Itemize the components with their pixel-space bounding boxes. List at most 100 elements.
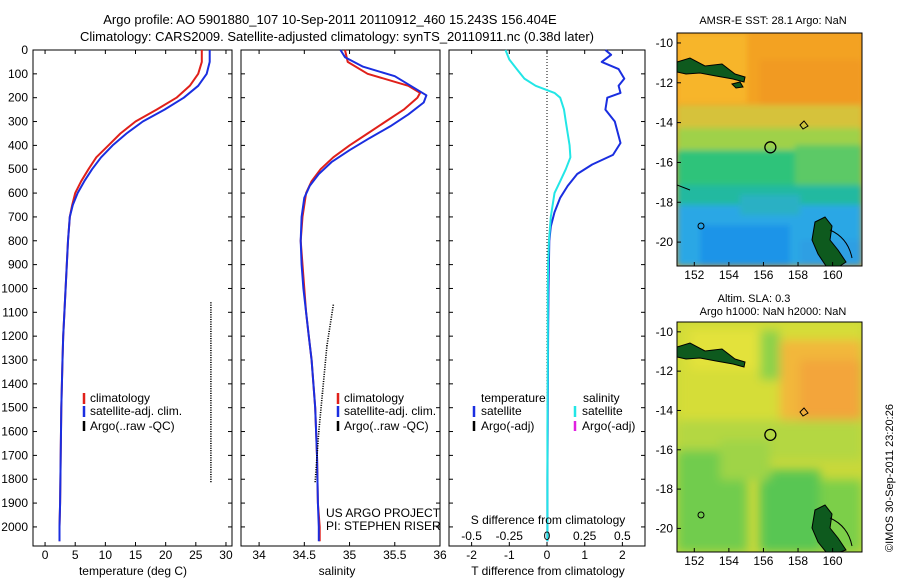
map-x-tick-label: 156 (753, 268, 773, 282)
argo-data-point (315, 469, 317, 471)
argo-data-point (210, 402, 212, 404)
legend-argo-label: Argo(..raw -QC) (90, 419, 175, 433)
argo-data-point (326, 342, 329, 344)
legend-sal-satellite-label: satellite (582, 404, 623, 418)
argo-data-point (327, 335, 330, 337)
argo-data-point (210, 447, 212, 449)
x-tick-label: -1 (504, 548, 515, 562)
map-x-tick-label: 160 (823, 554, 843, 568)
salinity-legend: climatology satellite-adj. clim. Argo(..… (336, 391, 436, 433)
argo-data-point (210, 347, 212, 349)
argo-data-point (327, 338, 329, 340)
secondary-x-tick-label: -0.5 (461, 529, 482, 543)
map-y-tick-label: -12 (656, 364, 674, 378)
argo-data-point (332, 304, 335, 306)
argo-data-point (210, 414, 212, 416)
argo-data-point (322, 388, 324, 390)
argo-data-point (316, 445, 319, 447)
argo-data-point (210, 392, 212, 394)
argo-data-point (210, 373, 212, 375)
secondary-x-tick-label: 0 (544, 529, 551, 543)
argo-data-point (329, 321, 332, 323)
argo-data-point (331, 311, 333, 313)
sst-argo-location-marker (764, 141, 777, 154)
climatology-line (58, 50, 203, 542)
argo-data-point (210, 433, 212, 435)
argo-data-point (327, 333, 330, 335)
sla-map-frame (676, 321, 863, 553)
argo-data-point (321, 392, 324, 394)
legend-climatology-label: climatology (344, 391, 404, 405)
argo-data-point (210, 466, 212, 468)
y-tick-label: 1800 (1, 472, 28, 486)
argo-data-point (210, 462, 212, 464)
argo-data-point (324, 361, 327, 363)
argo-data-point (316, 447, 319, 449)
secondary-x-tick-label: 0.5 (614, 529, 631, 543)
secondary-x-tick-label: -0.25 (496, 529, 524, 543)
sla-coastline (677, 342, 746, 368)
temperature-difference-axis-label: T difference from climatology (471, 564, 625, 578)
argo-data-point (314, 481, 316, 483)
argo-data-point (210, 314, 212, 316)
argo-data-point (328, 330, 330, 332)
argo-data-point (210, 471, 212, 473)
argo-data-point (210, 328, 212, 330)
argo-data-point (330, 316, 333, 318)
map-x-tick-label: 154 (719, 268, 739, 282)
project-label: US ARGO PROJECT (326, 506, 441, 520)
argo-data-point (315, 471, 317, 473)
map-y-tick-label: -20 (656, 521, 674, 535)
argo-data-point (210, 476, 212, 478)
argo-data-point (323, 373, 326, 375)
temperature-panel-frame (32, 49, 233, 547)
x-tick-label: 5 (72, 548, 79, 562)
argo-data-point (316, 452, 319, 454)
argo-data-point (329, 326, 331, 328)
argo-data-point (210, 478, 212, 480)
argo-data-point (210, 469, 212, 471)
argo-data-point (210, 323, 212, 325)
argo-data-point (210, 400, 212, 402)
argo-data-point (210, 335, 212, 337)
sst-map-frame (676, 32, 863, 267)
argo-data-point (210, 431, 212, 433)
sla-coastline (811, 504, 847, 552)
argo-data-point (319, 419, 321, 421)
argo-data-point (316, 457, 318, 459)
argo-data-point (325, 352, 328, 354)
salinity-plot: 34 34.5 35 35.5 36 (241, 49, 447, 562)
argo-data-point (320, 404, 323, 406)
argo-data-point (325, 357, 327, 359)
argo-data-point (317, 440, 319, 442)
sla-island (799, 407, 809, 417)
salinity-panel-frame (240, 49, 441, 547)
argo-data-point (210, 318, 212, 321)
legend-argo-label: Argo(..raw -QC) (344, 419, 429, 433)
argo-data-point (210, 419, 212, 421)
y-tick-label: 500 (8, 162, 28, 176)
y-tick-label: 1100 (2, 305, 28, 319)
argo-data-point (319, 411, 322, 414)
argo-data-point (210, 445, 212, 447)
argo-data-point (210, 481, 212, 483)
argo-data-point (316, 450, 319, 452)
argo-data-point (210, 440, 212, 442)
x-tick-label: 2 (619, 548, 626, 562)
x-tick-label: 34.5 (293, 548, 317, 562)
x-tick-label: 0 (544, 548, 551, 562)
sst-map-axes: 152 154 156 158 160 -10 -12 -14 -16 -18 -20 (656, 36, 843, 282)
map-y-tick-label: -10 (656, 325, 674, 339)
argo-data-point (331, 309, 334, 311)
argo-data-point (315, 464, 318, 466)
salinity-difference-axis-label: S difference from climatology (471, 513, 626, 527)
salinity-axis-label: salinity (319, 564, 356, 578)
argo-data-point (318, 421, 321, 423)
argo-data-point (317, 442, 319, 445)
argo-data-point (210, 438, 212, 440)
argo-data-point (320, 407, 322, 409)
x-tick-label: 36 (433, 548, 447, 562)
salinity-satellite-line (504, 49, 572, 542)
map-y-tick-label: -18 (656, 195, 674, 209)
y-tick-label: 800 (8, 234, 28, 248)
